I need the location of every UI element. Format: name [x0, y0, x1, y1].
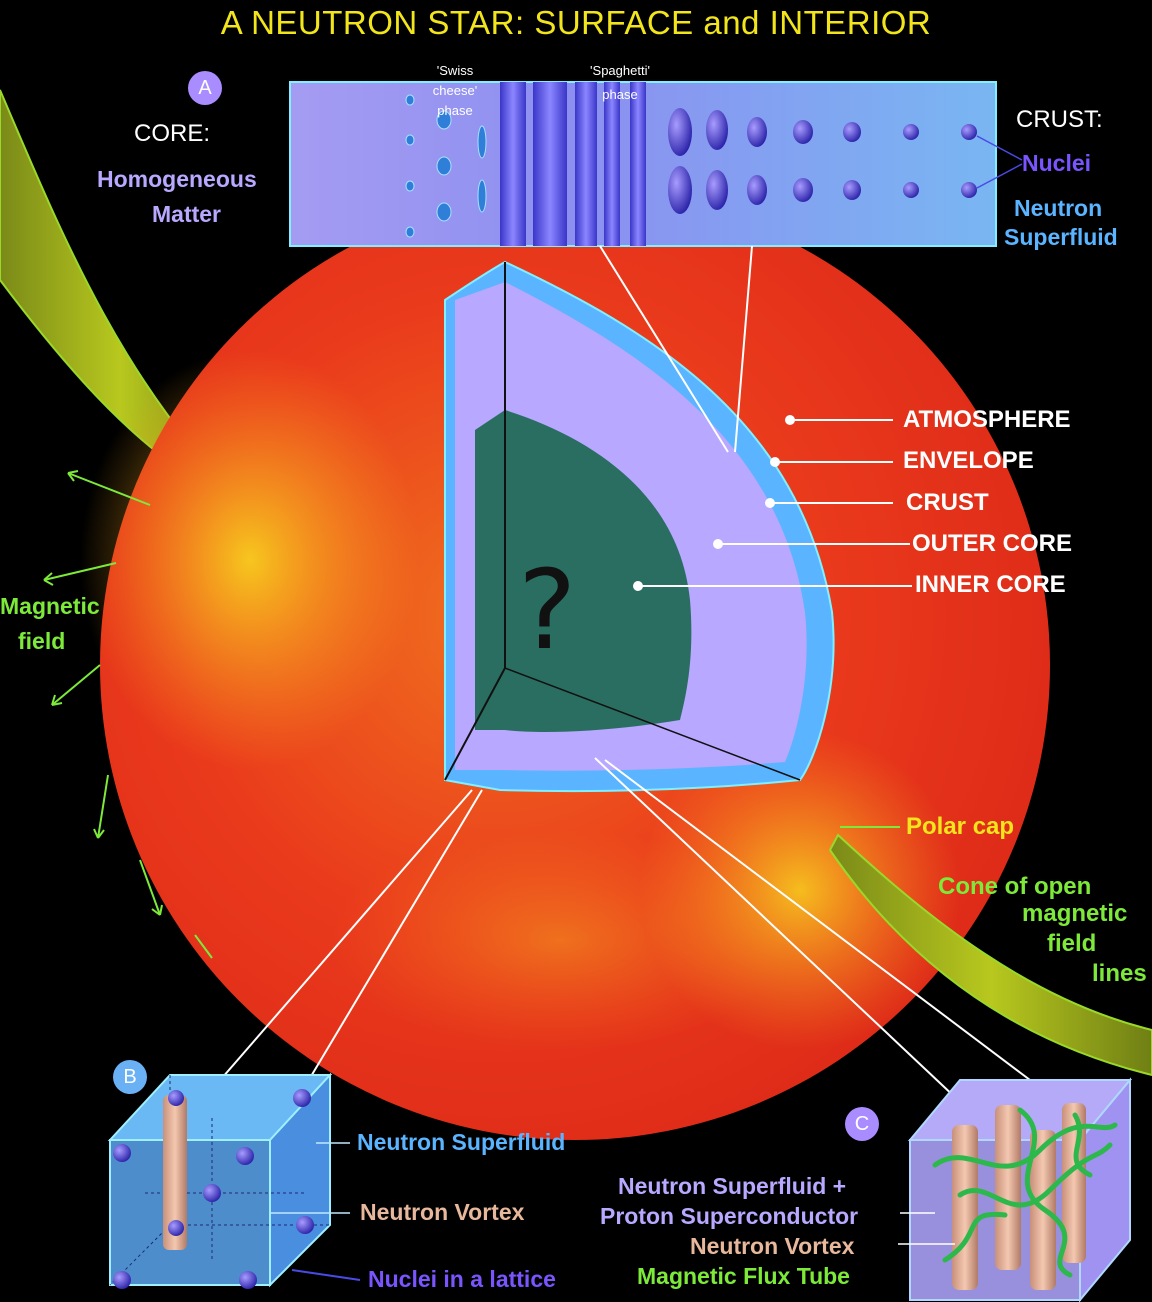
inset-c-vortex-label: Neutron Vortex [690, 1233, 855, 1259]
inset-b-superfluid-label: Neutron Superfluid [357, 1129, 566, 1155]
nuclei-label: Nuclei [1022, 150, 1092, 176]
swiss-cheese-bubbles [405, 94, 487, 238]
envelope-label: ENVELOPE [903, 447, 1034, 474]
swiss-cheese-label-3: phase [437, 103, 473, 118]
magnetic-field-label-2: field [18, 628, 66, 654]
core-heading: CORE: [134, 120, 211, 147]
swiss-cheese-label-1: 'Swiss [436, 63, 474, 78]
inset-b-lattice-label: Nuclei in a lattice [368, 1266, 556, 1292]
core-homogeneous-label: Homogeneous [97, 166, 257, 192]
swiss-cheese-label-2: cheese' [432, 83, 478, 98]
hot-spot-left [80, 350, 420, 770]
magnetic-field-label-1: Magnetic [0, 593, 100, 619]
polar-cap-label: Polar cap [906, 813, 1015, 840]
spaghetti-rods [500, 82, 646, 246]
inset-c-line1-label: Neutron Superfluid + [618, 1173, 847, 1199]
crust-label: CRUST [906, 489, 989, 516]
outer-core-label: OUTER CORE [912, 530, 1073, 557]
spaghetti-label-1: 'Spaghetti' [590, 63, 650, 78]
neutron-superfluid-label-2: Superfluid [1004, 224, 1118, 250]
field-arrows [43, 470, 213, 959]
nuclei-pointers [976, 135, 1023, 189]
atmosphere-label: ATMOSPHERE [903, 406, 1071, 433]
cutaway-edge-floor [504, 667, 801, 781]
page-title: A NEUTRON STAR: SURFACE and INTERIOR [220, 4, 932, 41]
inset-bc-callout-lines [221, 757, 1031, 1101]
crust-nuclei [668, 108, 977, 214]
unknown-inner-core-mark: ? [518, 546, 577, 674]
inset-b-cube [107, 1072, 361, 1289]
spaghetti-label-2: phase [602, 87, 638, 102]
cone-label-3: field [1047, 930, 1097, 957]
inset-c-cube [898, 1077, 1133, 1302]
core-matter-label: Matter [152, 201, 222, 227]
inset-b-badge: B [113, 1060, 147, 1094]
layer-pointers [633, 415, 912, 591]
inset-a-callout-lines [599, 245, 753, 453]
inset-b-vortex-label: Neutron Vortex [360, 1199, 525, 1225]
inset-c-line2-label: Proton Superconductor [600, 1203, 859, 1229]
cone-label-1: Cone of open [938, 873, 1092, 900]
inner-core-label: INNER CORE [915, 571, 1066, 598]
inset-c-flux-label: Magnetic Flux Tube [637, 1263, 850, 1289]
inner-core-layer [475, 410, 692, 732]
inset-a-badge: A [188, 71, 222, 105]
cone-label-2: magnetic [1022, 900, 1128, 927]
cone-label-4: lines [1092, 960, 1147, 987]
inset-c-badge: C [845, 1107, 879, 1141]
crust-heading: CRUST: [1016, 106, 1103, 133]
neutron-superfluid-label-1: Neutron [1014, 195, 1103, 221]
hot-spot-bottom [330, 830, 790, 1050]
